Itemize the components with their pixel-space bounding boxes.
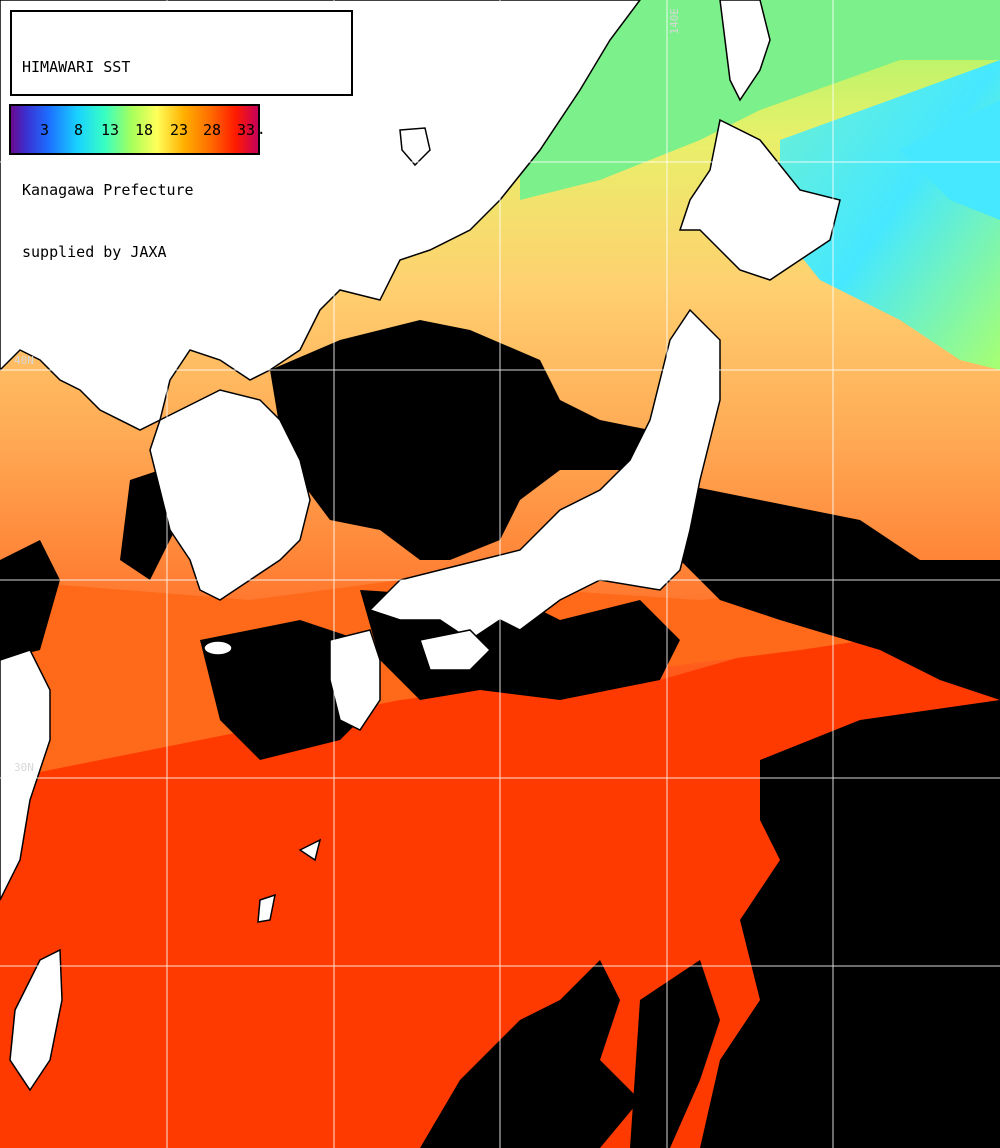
land-sakhalin xyxy=(719,0,771,102)
land-china-coast xyxy=(0,649,51,901)
land-okinawa xyxy=(257,893,276,923)
land-shikoku xyxy=(419,629,492,671)
title-line-supplier: supplied by JAXA xyxy=(22,242,167,261)
legend-tick-8: 8 xyxy=(74,121,84,139)
lat-label-30n: 30N xyxy=(14,761,34,774)
cloud-masks xyxy=(0,320,1000,1148)
land-korea xyxy=(149,389,311,601)
green-north-region xyxy=(520,0,1000,200)
land-ulleung xyxy=(399,127,431,167)
land-kyushu xyxy=(329,629,381,731)
lon-label-140e: 140E xyxy=(668,8,681,35)
legend-tick-28: 28 xyxy=(203,121,222,139)
title-box: HIMAWARI SST 2025/10/04 04(UTC) 3H Comp.… xyxy=(10,10,353,261)
legend-tick-23: 23 xyxy=(170,121,189,139)
title-line-product: HIMAWARI SST xyxy=(22,58,131,76)
land-hokkaido xyxy=(678,118,841,281)
legend-tick-13: 13 xyxy=(101,121,120,139)
land-amami xyxy=(298,838,322,862)
lat-label-40n: 40N xyxy=(14,354,34,367)
land-taiwan xyxy=(9,948,63,1092)
legend-tick-33: 33 xyxy=(237,121,256,139)
legend-tick-18: 18 xyxy=(135,121,154,139)
land-honshu xyxy=(368,308,721,641)
legend-tick-3: 3 xyxy=(40,121,50,139)
color-scale-legend: 3 8 13 18 23 28 33 xyxy=(9,104,260,155)
land-jeju xyxy=(203,640,233,656)
title-line-region: Kanagawa Prefecture xyxy=(22,181,194,199)
cyan-water-region xyxy=(900,100,1000,220)
